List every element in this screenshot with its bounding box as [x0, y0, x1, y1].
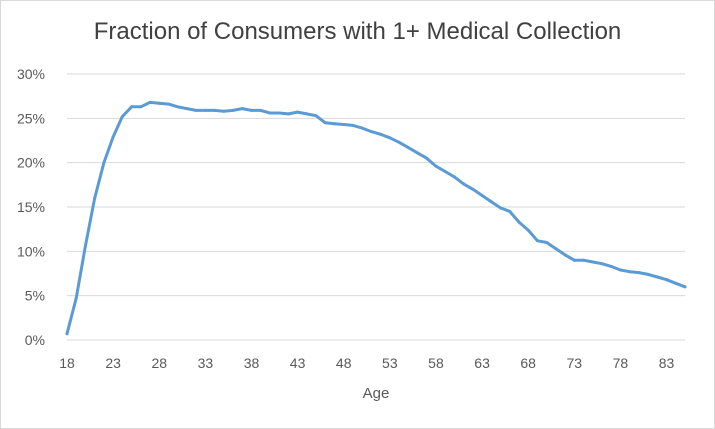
x-tick-label: 18: [59, 355, 75, 371]
data-point: [434, 164, 438, 168]
data-point: [74, 296, 78, 300]
data-point: [637, 271, 641, 275]
data-point: [333, 122, 336, 126]
data-point: [65, 332, 69, 336]
data-point: [452, 175, 456, 179]
data-point: [517, 220, 521, 224]
data-point: [618, 268, 622, 272]
data-point: [499, 206, 502, 210]
data-point: [323, 121, 327, 125]
data-point: [360, 126, 364, 130]
data-point: [462, 182, 466, 186]
data-point: [167, 102, 170, 106]
series-line: [65, 100, 687, 336]
data-point: [120, 115, 124, 119]
data-point: [250, 108, 253, 112]
x-tick-label: 23: [105, 355, 121, 371]
data-point: [646, 272, 650, 276]
data-point: [628, 270, 632, 274]
data-point: [157, 101, 161, 105]
data-point: [111, 135, 115, 139]
data-point: [240, 107, 244, 111]
x-tick-label: 38: [244, 355, 260, 371]
data-point: [471, 187, 475, 191]
x-tick-label: 53: [382, 355, 398, 371]
data-point: [535, 239, 539, 243]
data-point: [388, 136, 392, 140]
data-point: [305, 112, 309, 116]
data-point: [342, 123, 346, 126]
y-tick-label: 5%: [25, 288, 45, 304]
data-point: [194, 108, 198, 112]
data-point: [93, 196, 97, 200]
x-axis-title: Age: [363, 385, 390, 402]
data-point: [83, 244, 87, 248]
data-point: [416, 151, 419, 155]
data-point: [148, 100, 152, 104]
data-point: [286, 112, 290, 116]
data-point: [185, 107, 189, 111]
data-point: [480, 194, 484, 197]
gridlines: [67, 73, 685, 297]
data-point: [665, 278, 669, 282]
x-tick-label: 73: [567, 355, 583, 371]
y-tick-label: 15%: [17, 199, 45, 215]
data-point: [600, 262, 604, 266]
data-point: [545, 241, 549, 244]
chart-title: Fraction of Consumers with 1+ Medical Co…: [93, 18, 622, 45]
data-point: [222, 109, 226, 113]
x-tick-label: 83: [659, 355, 675, 371]
data-point: [176, 105, 180, 109]
data-point: [655, 275, 659, 279]
data-point: [526, 228, 530, 232]
data-point: [296, 110, 300, 114]
data-point: [351, 123, 355, 127]
y-axis-ticks: 0% 5% 10% 15% 20% 25% 30%: [17, 66, 45, 348]
x-axis-ticks: 18 23 28 33 38 43 48 53 58 63 68 73 78 83: [59, 355, 674, 371]
y-tick-label: 20%: [17, 155, 45, 171]
x-tick-label: 48: [336, 355, 352, 371]
data-point: [314, 114, 318, 118]
data-point: [397, 140, 401, 144]
data-points: [65, 100, 687, 336]
data-point: [674, 281, 678, 285]
data-point: [554, 247, 558, 251]
x-tick-label: 28: [151, 355, 167, 371]
x-tick-label: 33: [198, 355, 214, 371]
x-tick-label: 43: [290, 355, 306, 371]
data-point: [489, 200, 493, 204]
x-tick-label: 58: [428, 355, 444, 371]
data-point: [379, 132, 383, 136]
x-tick-label: 68: [520, 355, 536, 371]
data-point: [130, 105, 134, 109]
data-point: [102, 161, 106, 165]
data-point: [582, 258, 585, 262]
data-point: [443, 170, 447, 173]
data-point: [609, 264, 613, 268]
y-tick-label: 25%: [17, 110, 45, 126]
data-point: [406, 146, 410, 150]
data-point: [139, 105, 143, 109]
y-tick-label: 10%: [17, 243, 45, 259]
data-point: [277, 111, 281, 115]
data-point: [563, 253, 567, 257]
data-point: [683, 285, 687, 289]
y-tick-label: 0%: [25, 332, 45, 348]
data-point: [231, 108, 235, 112]
data-point: [213, 108, 217, 112]
data-point: [591, 260, 595, 264]
data-point: [203, 108, 207, 112]
y-tick-label: 30%: [17, 66, 45, 82]
data-point: [369, 130, 373, 134]
data-point: [572, 258, 576, 262]
x-tick-label: 63: [474, 355, 490, 371]
data-point: [268, 111, 272, 115]
data-point: [425, 156, 429, 160]
data-point: [259, 108, 263, 112]
data-point: [508, 209, 512, 213]
x-tick-label: 78: [613, 355, 629, 371]
